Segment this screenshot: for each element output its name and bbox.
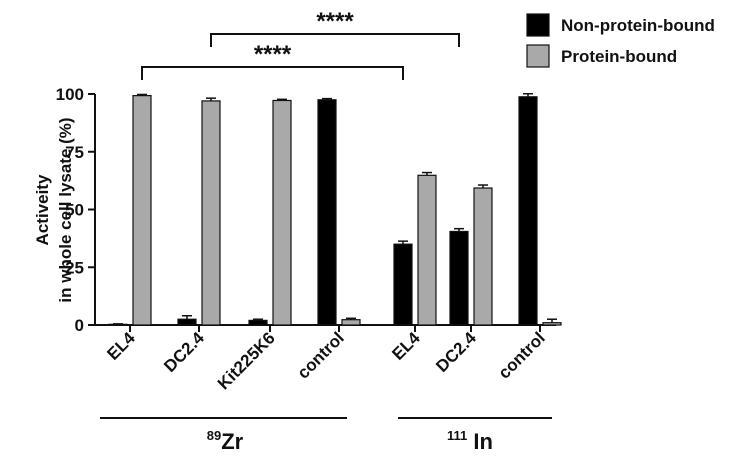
y-axis-label-line2: in whole cell lysate (%)	[56, 117, 75, 302]
legend-swatch-non-protein-bound	[526, 13, 550, 37]
y-tick-label: 50	[65, 201, 84, 220]
bar-protein-bound	[542, 322, 562, 326]
bar-non-protein-bound	[449, 230, 469, 326]
y-tick-label: 75	[65, 143, 84, 162]
x-category-label: EL4	[103, 328, 139, 364]
x-category-label: Kit225K6	[214, 328, 279, 393]
bar-non-protein-bound	[248, 319, 268, 326]
significance-label: ****	[254, 41, 292, 68]
legend-swatch-protein-bound	[526, 44, 550, 68]
group-label-element: Zr	[221, 429, 243, 454]
group-label: 111 In	[447, 428, 493, 454]
legend-label: Non-protein-bound	[561, 16, 715, 35]
x-category-label: DC2.4	[432, 328, 480, 376]
y-tick-label: 100	[56, 85, 84, 104]
group-label-superscript: 89	[207, 428, 221, 443]
y-axis-label-line1: Activeity	[33, 174, 52, 245]
legend-label: Protein-bound	[561, 47, 677, 66]
bar-protein-bound	[341, 319, 361, 326]
x-category-label: EL4	[388, 328, 424, 364]
bar-non-protein-bound	[518, 96, 538, 326]
bar-protein-bound	[473, 187, 493, 326]
bar-protein-bound	[132, 95, 152, 326]
significance-label: ****	[316, 8, 354, 35]
significance-bracket	[210, 33, 460, 47]
significance-bracket	[141, 66, 404, 80]
bar-non-protein-bound	[393, 243, 413, 326]
bar-non-protein-bound	[177, 318, 197, 326]
bar-protein-bound	[201, 100, 221, 326]
group-label: 89Zr	[207, 428, 244, 454]
y-tick-label: 25	[65, 258, 84, 277]
x-category-label: DC2.4	[160, 328, 208, 376]
group-label-superscript: 111	[447, 428, 467, 443]
x-category-label: control	[495, 328, 549, 382]
bar-protein-bound	[272, 99, 292, 326]
bar-non-protein-bound	[317, 99, 337, 326]
bar-protein-bound	[417, 174, 437, 326]
group-label-element: In	[467, 429, 493, 454]
x-category-label: control	[294, 328, 348, 382]
y-tick-label: 0	[75, 316, 84, 335]
